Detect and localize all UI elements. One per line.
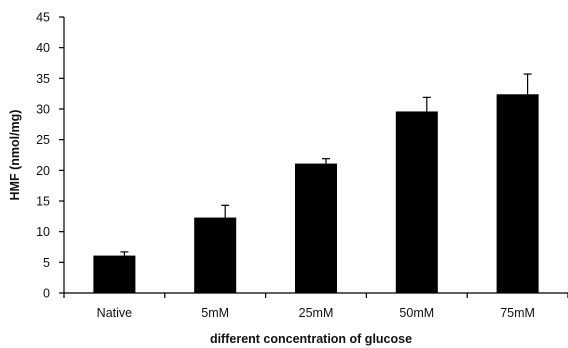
y-tick-label: 30 xyxy=(36,103,50,117)
x-tick-label: Native xyxy=(97,306,132,320)
x-axis-title: different concentration of glucose xyxy=(210,332,412,346)
y-tick-label: 25 xyxy=(36,133,50,147)
error-bars xyxy=(120,73,532,256)
y-tick-label: 10 xyxy=(36,225,50,239)
y-axis-title: HMF (nmol/mg) xyxy=(8,110,22,201)
y-tick-label: 40 xyxy=(36,41,50,55)
bar-native xyxy=(93,255,136,293)
y-tick-label: 5 xyxy=(43,256,50,270)
bar-50mm xyxy=(395,111,438,293)
x-tick-label: 50mM xyxy=(399,306,434,320)
y-tick-label: 0 xyxy=(43,287,50,301)
y-tick-label: 35 xyxy=(36,72,50,86)
y-tick-label: 45 xyxy=(36,11,50,25)
bars xyxy=(93,94,539,293)
y-axis: 0 5 10 15 20 25 30 35 40 45 xyxy=(36,11,65,301)
x-tick-label: 5mM xyxy=(201,306,229,320)
bar-75mm xyxy=(496,94,539,293)
bar-5mm xyxy=(194,217,237,293)
y-tick-label: 20 xyxy=(36,164,50,178)
y-tick-label: 15 xyxy=(36,195,50,209)
x-tick-label: 25mM xyxy=(299,306,334,320)
bar-25mm xyxy=(295,163,337,293)
x-axis: Native 5mM 25mM 50mM 75mM xyxy=(63,292,568,320)
x-tick-label: 75mM xyxy=(500,306,535,320)
